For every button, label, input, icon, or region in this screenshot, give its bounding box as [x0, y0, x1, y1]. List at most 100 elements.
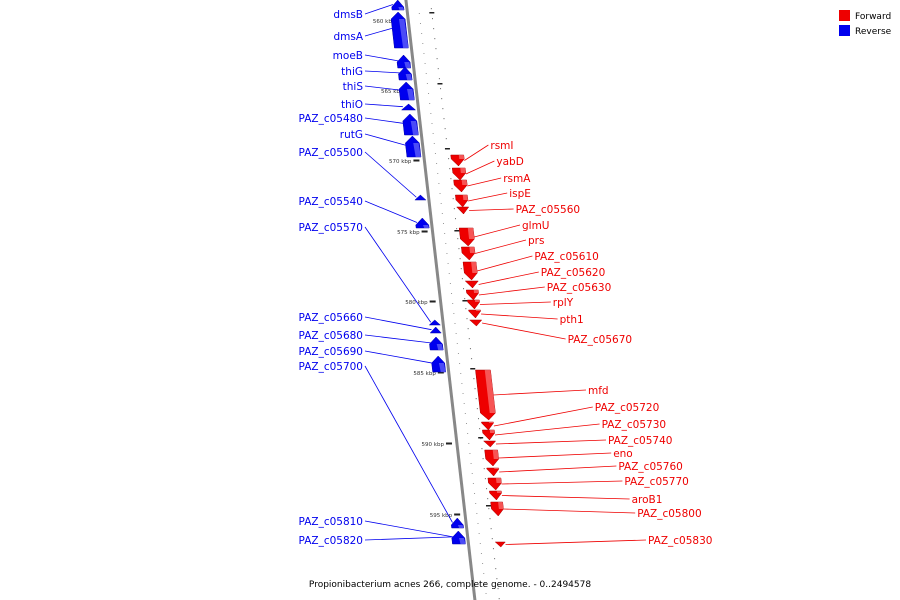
forward-gene[interactable]	[462, 261, 478, 281]
gene-label[interactable]: eno	[613, 448, 633, 460]
forward-gene[interactable]	[453, 179, 468, 193]
scale-tick	[421, 230, 428, 233]
scale-dot	[430, 8, 432, 10]
gene-label[interactable]: PAZ_c05820	[299, 535, 363, 547]
gene-label[interactable]: PAZ_c05760	[618, 461, 682, 473]
forward-gene[interactable]	[451, 167, 467, 181]
gene-label[interactable]: thiG	[341, 66, 363, 78]
gene-label[interactable]: thiO	[341, 99, 363, 111]
scale-dot	[475, 503, 477, 504]
scale-dot	[452, 198, 454, 200]
forward-gene[interactable]	[490, 501, 504, 517]
scale-dot	[434, 38, 436, 40]
gene-label[interactable]: PAZ_c05540	[299, 196, 363, 208]
forward-gene[interactable]	[456, 206, 470, 215]
gene-label[interactable]: thiS	[343, 81, 364, 93]
scale-dot	[459, 258, 461, 260]
gene-label[interactable]: PAZ_c05680	[299, 330, 363, 342]
gene-label[interactable]: rsmA	[503, 173, 531, 185]
forward-gene[interactable]	[468, 309, 481, 319]
forward-gene[interactable]	[481, 421, 494, 431]
reverse-gene[interactable]	[400, 103, 417, 111]
gene-label[interactable]: rutG	[340, 129, 363, 141]
scale-dot	[453, 313, 455, 314]
gene-label[interactable]: PAZ_c05630	[547, 282, 611, 294]
scale-dot	[445, 243, 447, 244]
scale-dot	[429, 103, 431, 104]
gene-label[interactable]: PAZ_c05810	[299, 516, 363, 528]
reverse-gene[interactable]	[428, 319, 441, 326]
gene-label[interactable]: PAZ_c05610	[534, 251, 598, 263]
gene-label[interactable]: prs	[528, 235, 544, 247]
reverse-gene[interactable]	[398, 66, 413, 81]
gene-label[interactable]: aroB1	[632, 494, 663, 506]
scale-tick-label: 595 kbp	[430, 513, 453, 519]
forward-gene[interactable]	[458, 227, 475, 247]
forward-gene[interactable]	[475, 369, 496, 421]
gene-leader-line	[495, 439, 607, 445]
gene-label[interactable]: PAZ_c05690	[299, 346, 363, 358]
gene-label[interactable]: PAZ_c05730	[602, 419, 666, 431]
reverse-gene[interactable]	[405, 135, 422, 158]
gene-label[interactable]: PAZ_c05500	[299, 147, 363, 159]
gene-arrow-shine	[474, 300, 480, 302]
gene-label[interactable]: PAZ_c05700	[299, 361, 363, 373]
scale-dot	[470, 463, 472, 464]
gene-label[interactable]: mfd	[588, 385, 609, 397]
gene-label[interactable]: PAZ_c05660	[299, 312, 363, 324]
gene-arrow-body	[469, 319, 483, 327]
forward-gene[interactable]	[465, 289, 479, 301]
gene-label[interactable]: PAZ_c05560	[516, 204, 580, 216]
scale-dot	[485, 593, 487, 594]
forward-gene[interactable]	[484, 449, 499, 467]
forward-gene[interactable]	[489, 490, 502, 501]
gene-leader-line	[364, 536, 453, 541]
reverse-gene[interactable]	[415, 217, 430, 229]
forward-gene[interactable]	[482, 429, 495, 441]
scale-dot	[444, 128, 446, 130]
forward-gene[interactable]	[455, 194, 469, 208]
forward-gene[interactable]	[467, 299, 480, 310]
gene-label[interactable]: PAZ_c05720	[595, 402, 659, 414]
gene-label[interactable]: dmsA	[333, 31, 363, 43]
scale-dot	[483, 573, 485, 574]
gene-label[interactable]: PAZ_c05570	[299, 222, 363, 234]
reverse-gene[interactable]	[451, 530, 466, 545]
gene-label[interactable]: PAZ_c05770	[624, 476, 688, 488]
reverse-gene[interactable]	[429, 326, 442, 334]
reverse-gene[interactable]	[414, 194, 427, 201]
gene-arrow-body	[482, 440, 497, 448]
forward-gene[interactable]	[469, 319, 483, 327]
gene-label[interactable]: yabD	[496, 156, 523, 168]
forward-gene[interactable]	[482, 440, 497, 448]
reverse-gene[interactable]	[431, 355, 446, 373]
gene-label[interactable]: PAZ_c05620	[541, 267, 605, 279]
forward-gene[interactable]	[464, 280, 479, 289]
gene-label[interactable]: PAZ_c05670	[568, 334, 632, 346]
reverse-gene[interactable]	[396, 54, 412, 69]
gene-label[interactable]: rplY	[553, 297, 574, 309]
reverse-gene[interactable]	[391, 0, 405, 11]
forward-gene[interactable]	[461, 246, 476, 261]
scale-ticks-layer: 560 kbp 565 kbp 570 kbp 575 kbp 580 kbp 585 k…	[373, 19, 461, 519]
reverse-gene[interactable]	[398, 81, 415, 101]
gene-label[interactable]: PAZ_c05830	[648, 535, 712, 547]
gene-label[interactable]: glmU	[522, 220, 550, 232]
genome-caption: Propionibacterium acnes 266, complete ge…	[309, 580, 591, 590]
forward-gene[interactable]	[450, 154, 465, 167]
forward-gene[interactable]	[487, 477, 502, 491]
gene-label[interactable]: moeB	[333, 50, 363, 62]
reverse-gene[interactable]	[451, 517, 464, 529]
gene-label[interactable]: ispE	[509, 188, 531, 200]
gene-label[interactable]: rsmI	[490, 140, 513, 152]
forward-gene[interactable]	[486, 467, 500, 477]
gene-label[interactable]: pth1	[560, 314, 584, 326]
reverse-gene[interactable]	[402, 113, 419, 136]
reverse-gene[interactable]	[390, 11, 409, 49]
gene-label[interactable]: PAZ_c05800	[637, 508, 701, 520]
reverse-gene[interactable]	[429, 336, 444, 351]
forward-gene[interactable]	[494, 541, 506, 548]
gene-label[interactable]: PAZ_c05740	[608, 435, 672, 447]
gene-label[interactable]: dmsB	[333, 9, 363, 21]
gene-label[interactable]: PAZ_c05480	[299, 113, 363, 125]
